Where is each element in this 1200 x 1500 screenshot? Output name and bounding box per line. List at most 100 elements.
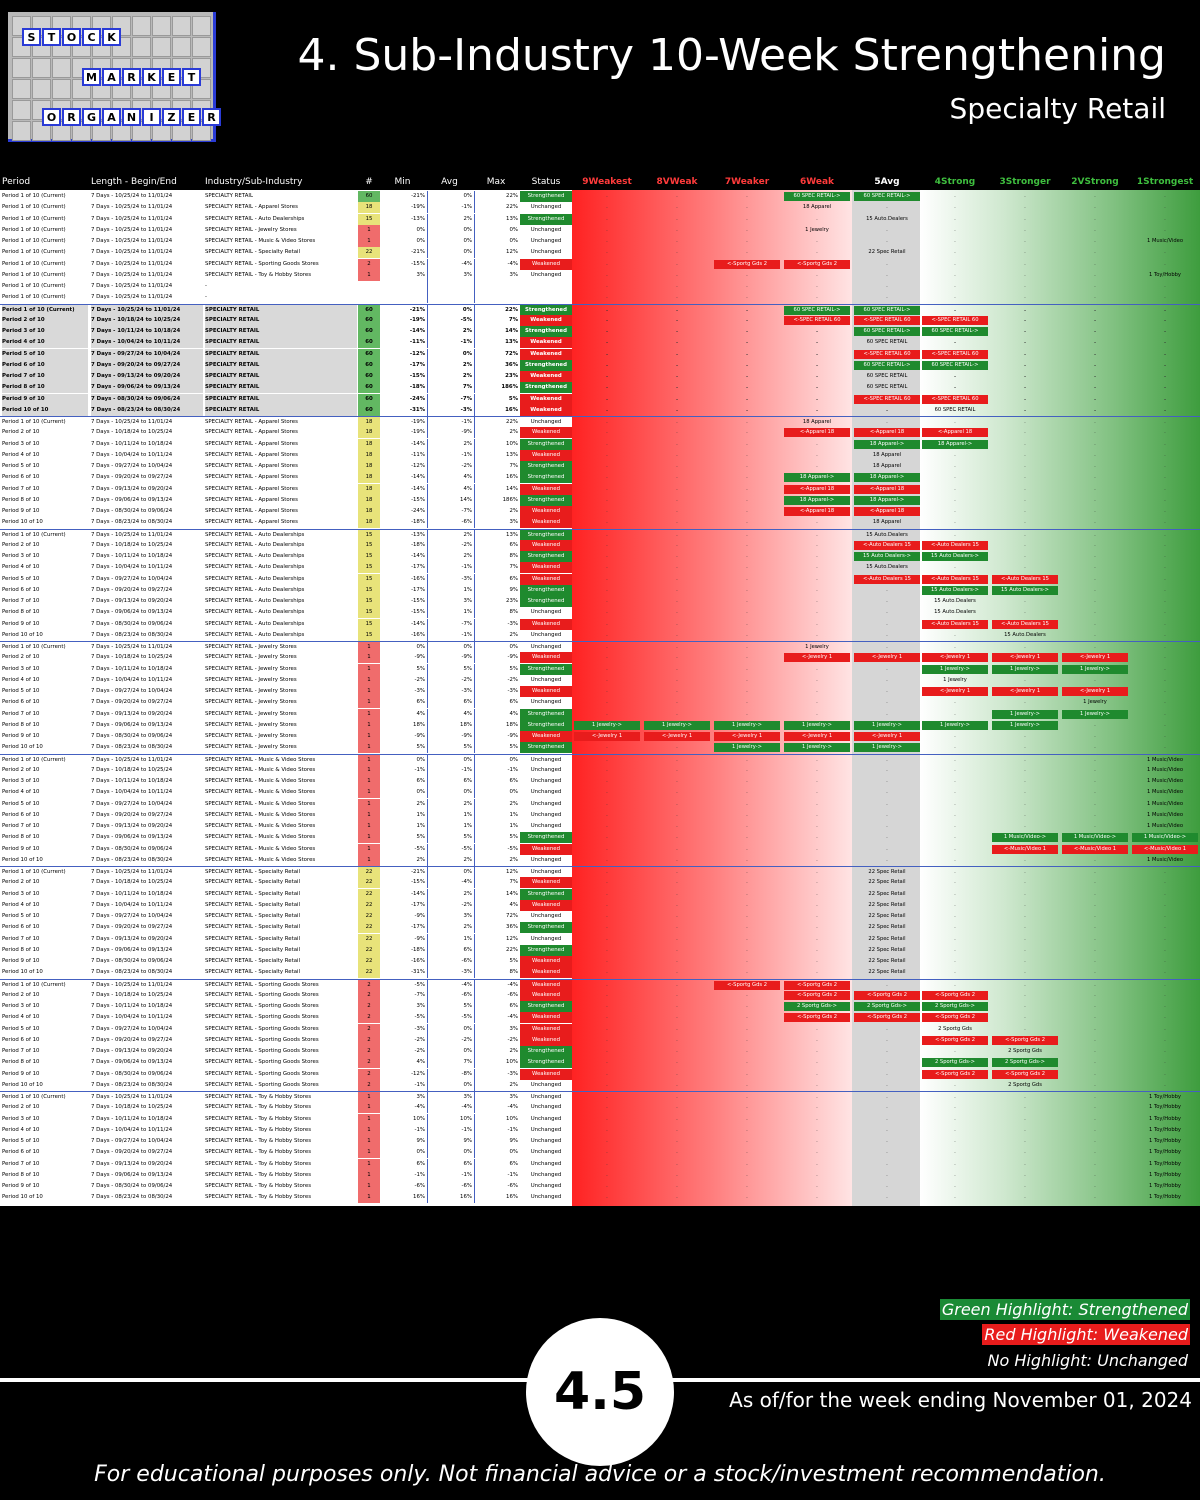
count-cell: 15 (358, 596, 380, 608)
length-cell: 7 Days - 10/04/24 to 10/11/24 (91, 676, 173, 683)
empty-tier-cell: . (676, 519, 678, 526)
avg-cell: 2% (427, 854, 474, 866)
empty-tier-cell: . (605, 373, 609, 379)
empty-tier-cell: . (886, 631, 888, 638)
max-cell: 9% (474, 1136, 520, 1148)
empty-tier-cell: . (1094, 249, 1096, 256)
empty-tier-cell: . (1094, 564, 1096, 571)
avg-cell: -1% (427, 629, 474, 641)
col-tier-4strong: 4Strong (934, 177, 976, 187)
count-cell: 15 (358, 573, 380, 585)
empty-tier-cell: . (606, 1094, 608, 1100)
period-cell: Period 8 of 10 (2, 609, 40, 616)
table-row: Period 7 of 10 7 Days - 09/13/24 to 09/20… (0, 1158, 1200, 1170)
industry-cell: SPECIALTY RETAIL - Auto Dealerships (205, 620, 305, 627)
empty-tier-cell: . (676, 644, 678, 650)
industry-cell: SPECIALTY RETAIL (205, 382, 357, 394)
count-cell: 22 (358, 877, 380, 889)
industry-cell: SPECIALTY RETAIL - Auto Dealerships (205, 631, 305, 638)
industry-cell: SPECIALTY RETAIL - Auto Dealerships (205, 598, 305, 604)
status-cell: Unchanged (530, 1160, 562, 1167)
col-count: # (365, 177, 373, 187)
avg-cell: -1% (427, 1169, 474, 1181)
max-cell: 3% (474, 517, 520, 529)
status-cell: Strengthened (520, 708, 572, 720)
status-cell: Unchanged (530, 1104, 562, 1111)
empty-tier-cell: . (886, 890, 888, 897)
logo-tile (172, 16, 191, 36)
industry-cell: SPECIALTY RETAIL - Toy & Hobby Stores (205, 271, 312, 278)
avg-cell: 3% (427, 911, 474, 923)
period-cell: Period 1 of 10 (Current) (2, 1094, 66, 1100)
empty-tier-cell: . (886, 249, 888, 256)
empty-tier-cell: . (606, 609, 608, 616)
min-cell: -3% (414, 688, 426, 694)
max-cell: 1% (474, 821, 520, 833)
empty-tier-cell: . (676, 1025, 678, 1032)
industry-cell: SPECIALTY RETAIL - Sporting Goods Stores (205, 1003, 319, 1009)
empty-tier-cell: . (676, 1014, 678, 1021)
empty-tier-cell: . (746, 913, 748, 919)
length-cell: 7 Days - 10/11/24 to 10/18/24 (91, 778, 173, 784)
empty-tier-cell: . (816, 699, 818, 706)
empty-tier-cell: . (1164, 620, 1166, 627)
status-cell: Weakened (520, 483, 572, 495)
min-cell: 5% (416, 665, 425, 672)
industry-cell: SPECIALTY RETAIL (205, 348, 357, 360)
empty-tier-cell: . (1024, 823, 1026, 829)
industry-cell: SPECIALTY RETAIL (205, 404, 357, 416)
logo-tile (132, 121, 151, 141)
length-cell: 7 Days - 10/04/24 to 10/11/24 (91, 901, 173, 908)
empty-tier-cell: . (606, 654, 608, 661)
empty-tier-cell: . (1164, 238, 1166, 244)
empty-tier-cell: . (606, 969, 608, 976)
empty-tier-cell: . (606, 789, 608, 796)
empty-tier-cell: . (1164, 688, 1166, 694)
empty-tier-cell: . (816, 644, 818, 650)
max-cell: 5% (474, 956, 520, 968)
empty-tier-cell: . (1164, 1048, 1166, 1054)
avg-cell: -4% (427, 877, 474, 889)
max-cell: 0% (474, 787, 520, 799)
max-cell: 2% (474, 798, 520, 810)
table-row: Period 6 of 10 7 Days - 09/20/24 to 09/27… (0, 809, 1200, 821)
avg-cell: -3% (427, 686, 474, 698)
industry-cell: SPECIALTY RETAIL - Apparel Stores (205, 451, 298, 458)
empty-tier-cell: . (606, 429, 608, 436)
avg-cell: 3% (427, 1092, 474, 1103)
empty-tier-cell: . (954, 935, 956, 942)
empty-tier-cell: . (954, 249, 956, 256)
max-cell: -1% (474, 1124, 520, 1136)
empty-tier-cell: . (816, 609, 818, 616)
max-cell: 23% (474, 596, 520, 608)
empty-tier-cell: . (746, 204, 748, 211)
empty-tier-cell: . (746, 249, 748, 256)
length-cell: 7 Days - 08/23/24 to 08/30/24 (91, 1194, 173, 1201)
empty-tier-cell: . (746, 1070, 748, 1077)
empty-tier-cell: . (606, 856, 608, 863)
empty-tier-cell: . (1094, 789, 1096, 796)
empty-tier-cell: . (606, 474, 608, 481)
empty-tier-cell: . (1024, 1025, 1026, 1032)
empty-tier-cell: . (606, 508, 608, 514)
count-cell: 1 (358, 674, 380, 686)
empty-tier-cell: . (746, 1126, 748, 1133)
status-cell: Unchanged (530, 869, 562, 875)
empty-tier-cell: . (1094, 294, 1096, 301)
empty-tier-cell: . (1024, 733, 1026, 739)
avg-cell: -4% (427, 258, 474, 270)
col-tier-7weaker: 7Weaker (724, 177, 770, 187)
count-cell: 60 (358, 359, 380, 371)
logo-tile (192, 16, 211, 36)
industry-cell: - (205, 294, 207, 301)
empty-tier-cell: . (1024, 1115, 1026, 1122)
empty-tier-cell: . (606, 901, 608, 908)
empty-tier-cell: . (1024, 204, 1026, 211)
empty-tier-cell: . (746, 1025, 748, 1032)
length-cell: 7 Days - 08/23/24 to 08/30/24 (91, 631, 173, 638)
count-cell: 15 (358, 618, 380, 630)
length-cell: 7 Days - 09/13/24 to 09/20/24 (91, 1160, 173, 1167)
period-cell: Period 10 of 10 (2, 969, 43, 976)
empty-tier-cell: . (1164, 766, 1166, 773)
empty-tier-cell: . (676, 710, 678, 717)
